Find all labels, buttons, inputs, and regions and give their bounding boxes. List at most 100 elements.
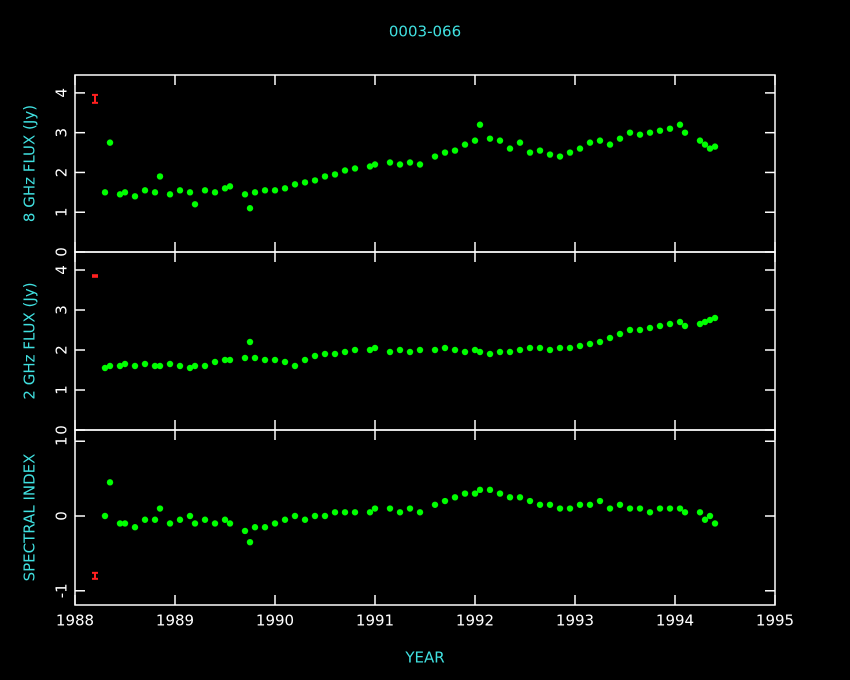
data-point <box>606 334 614 342</box>
data-point <box>351 509 359 516</box>
data-point <box>486 350 494 358</box>
data-point <box>106 362 114 370</box>
data-point <box>226 183 234 190</box>
y-tick-label: 1 <box>53 436 71 446</box>
x-tick-label: 1993 <box>556 612 594 630</box>
data-point <box>366 509 374 516</box>
data-point <box>496 137 504 144</box>
data-point <box>396 509 404 516</box>
data-point <box>476 121 484 128</box>
data-point <box>131 193 139 200</box>
data-point <box>566 344 574 352</box>
data-point <box>241 191 249 198</box>
data-point <box>576 342 584 350</box>
data-point <box>261 524 269 531</box>
data-point <box>676 121 684 128</box>
data-point <box>656 127 664 134</box>
data-point <box>506 145 514 152</box>
data-point <box>441 344 449 352</box>
data-point <box>606 141 614 148</box>
x-tick-label: 1990 <box>256 612 294 630</box>
data-point <box>596 137 604 144</box>
x-axis-label: YEAR <box>404 649 444 667</box>
data-point <box>221 356 229 364</box>
data-point <box>241 527 249 535</box>
data-point <box>201 516 209 523</box>
data-point <box>371 161 379 168</box>
y-axis-label: 2 GHz FLUX (Jy) <box>21 282 39 399</box>
data-point <box>121 520 129 527</box>
data-point <box>666 125 674 132</box>
data-point <box>151 362 159 370</box>
data-point <box>116 191 124 198</box>
y-axis-label: 8 GHz FLUX (Jy) <box>21 105 39 222</box>
x-tick-label: 1989 <box>156 612 194 630</box>
data-point <box>386 159 394 166</box>
data-point <box>201 362 209 370</box>
data-point <box>406 348 414 356</box>
data-point <box>321 173 329 180</box>
data-point <box>351 165 359 172</box>
data-point <box>271 356 279 364</box>
data-point <box>156 362 164 370</box>
data-point <box>311 512 319 520</box>
data-point <box>141 187 149 194</box>
data-point <box>526 497 534 505</box>
data-point <box>186 189 194 196</box>
data-point <box>476 486 484 494</box>
data-point <box>536 344 544 352</box>
data-point <box>506 348 514 356</box>
data-point <box>441 497 449 505</box>
data-point <box>616 330 624 338</box>
data-point <box>536 501 544 508</box>
data-point <box>711 314 719 322</box>
y-tick-label: 1 <box>53 207 71 217</box>
data-point <box>251 354 259 362</box>
data-point <box>226 356 234 364</box>
data-point <box>221 516 229 523</box>
data-point <box>681 322 689 330</box>
data-point <box>396 161 404 168</box>
data-point <box>586 139 594 146</box>
y-axis-label: SPECTRAL INDEX <box>21 454 39 582</box>
data-point <box>546 346 554 354</box>
data-point <box>506 494 514 501</box>
data-point <box>626 505 634 512</box>
data-point <box>526 344 534 352</box>
data-point <box>301 516 309 523</box>
data-point <box>636 131 644 138</box>
data-point <box>516 346 524 354</box>
data-point <box>416 346 424 354</box>
data-point <box>246 205 254 212</box>
data-point <box>261 187 269 194</box>
data-point <box>596 497 604 505</box>
data-point <box>636 505 644 512</box>
plot-frame <box>74 429 776 606</box>
data-point <box>366 346 374 354</box>
data-point <box>271 187 279 194</box>
data-point <box>186 512 194 520</box>
data-point <box>701 516 709 523</box>
data-point <box>586 501 594 508</box>
y-tick-label: 4 <box>53 265 71 275</box>
data-point <box>396 346 404 354</box>
y-tick-label: -1 <box>53 583 71 598</box>
x-tick-label: 1992 <box>456 612 494 630</box>
data-point <box>556 153 564 160</box>
y-tick-label: 2 <box>53 168 71 178</box>
data-point <box>151 189 159 196</box>
y-tick-label: 0 <box>53 425 71 435</box>
data-point <box>656 322 664 330</box>
y-tick-label: 3 <box>53 305 71 315</box>
data-point <box>711 520 719 527</box>
data-point <box>406 505 414 512</box>
data-point <box>451 346 459 354</box>
data-point <box>431 501 439 508</box>
data-point <box>701 141 709 148</box>
data-point <box>166 520 174 527</box>
x-tick-label: 1994 <box>656 612 694 630</box>
data-point <box>241 354 249 362</box>
data-point <box>311 352 319 360</box>
data-point <box>701 318 709 326</box>
data-point <box>681 129 689 136</box>
